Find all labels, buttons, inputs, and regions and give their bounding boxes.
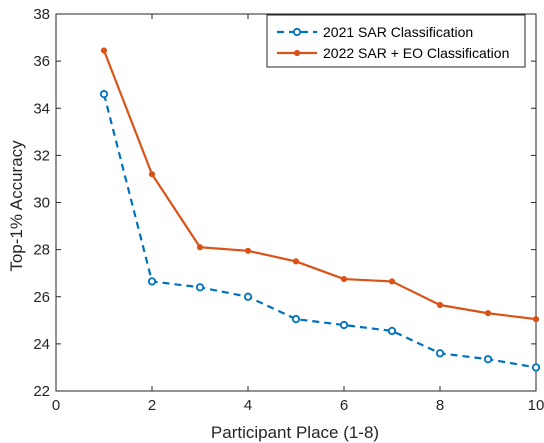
data-point-0 xyxy=(195,283,205,292)
legend-marker-2021 xyxy=(292,27,302,37)
legend-box xyxy=(266,14,526,68)
y-tick-label: 36 xyxy=(33,53,50,70)
x-tick-label: 4 xyxy=(244,397,252,414)
data-point-1 xyxy=(340,275,348,283)
data-point-0 xyxy=(483,355,493,364)
data-point-1 xyxy=(244,247,252,254)
data-point-1 xyxy=(484,310,492,317)
x-tick-label: 10 xyxy=(528,397,544,414)
y-tick-label: 32 xyxy=(33,147,50,164)
data-point-1 xyxy=(388,278,396,285)
data-point-0 xyxy=(99,90,109,99)
data-point-1 xyxy=(292,258,300,265)
y-tick-label: 24 xyxy=(33,336,50,353)
y-tick-label: 34 xyxy=(33,100,50,117)
data-point-0 xyxy=(147,277,157,286)
x-tick-label: 0 xyxy=(52,397,60,414)
data-point-0 xyxy=(387,326,397,336)
data-point-0 xyxy=(435,349,445,358)
y-axis-title: Top-1% Accuracy xyxy=(7,140,26,272)
plot-series xyxy=(99,47,541,372)
data-point-1 xyxy=(100,47,108,54)
y-tick-label: 38 xyxy=(33,6,50,23)
x-tick-label: 2 xyxy=(148,397,156,414)
data-point-0 xyxy=(291,315,301,324)
y-tick-label: 28 xyxy=(33,242,50,259)
plot-frame xyxy=(55,13,537,392)
legend: 2021 SAR Classification 2022 SAR + EO Cl… xyxy=(266,14,526,68)
data-point-1 xyxy=(148,171,156,178)
y-tick-label: 30 xyxy=(33,195,50,212)
x-tick-label: 6 xyxy=(340,397,348,414)
y-tick-label: 26 xyxy=(33,289,50,306)
series-line-0 xyxy=(102,93,537,369)
data-point-0 xyxy=(339,320,349,330)
series-line-1 xyxy=(102,50,537,321)
legend-marker-2022 xyxy=(293,49,301,57)
y-tick-label: 22 xyxy=(33,383,50,400)
data-point-1 xyxy=(436,301,444,309)
x-axis-title: Participant Place (1-8) xyxy=(211,423,379,442)
data-point-0 xyxy=(243,292,253,301)
data-point-0 xyxy=(531,363,541,372)
data-point-1 xyxy=(196,244,204,251)
data-point-1 xyxy=(532,316,540,323)
legend-label-2021: 2021 SAR Classification xyxy=(323,24,473,40)
x-tick-label: 8 xyxy=(436,397,444,414)
legend-label-2022: 2022 SAR + EO Classification xyxy=(323,45,509,61)
